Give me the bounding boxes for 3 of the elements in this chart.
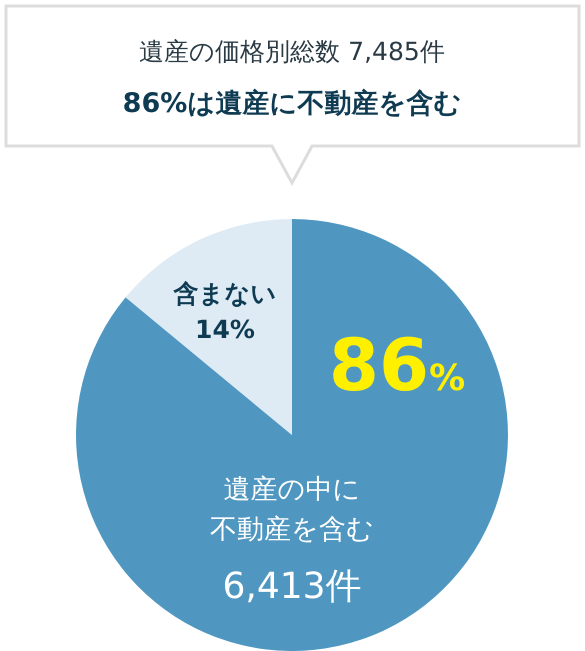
subtitle: 86%は遺産に不動産を含む xyxy=(122,88,462,119)
annotation: 6,413件 xyxy=(222,566,362,607)
title: 遺産の価格別総数 7,485件 xyxy=(139,37,445,66)
